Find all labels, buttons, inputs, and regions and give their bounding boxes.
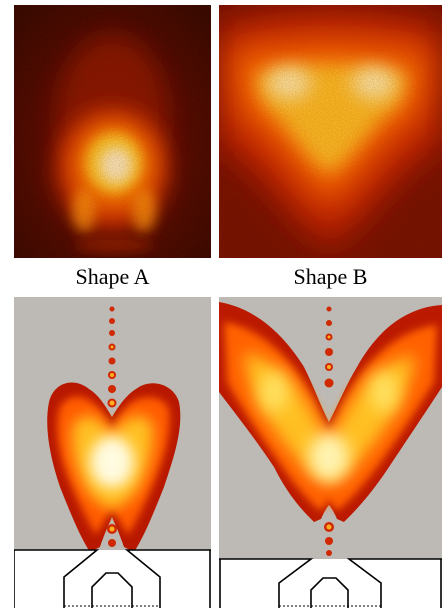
- shape-b-heatmap-image: [219, 5, 442, 258]
- shape-b-simulation-image: [219, 297, 442, 608]
- shape-a-simulation-image: [14, 297, 211, 608]
- shape-b-label: Shape B: [293, 264, 368, 289]
- shape-a-heatmap-image: [14, 5, 211, 258]
- shape-a-label: Shape A: [75, 264, 150, 289]
